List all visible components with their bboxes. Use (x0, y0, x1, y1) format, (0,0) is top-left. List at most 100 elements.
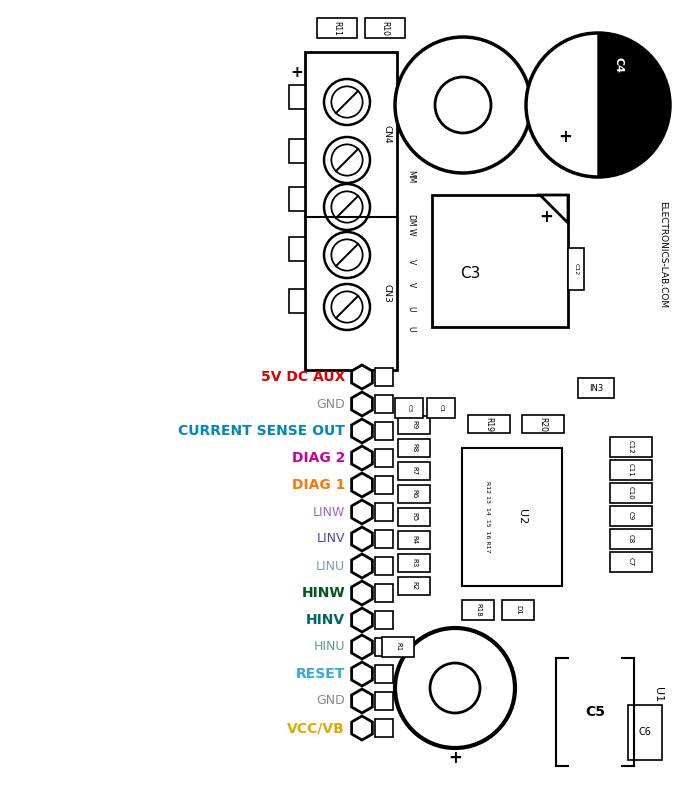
Text: VC: VC (377, 724, 383, 733)
Text: C3: C3 (460, 266, 480, 281)
Text: C8: C8 (628, 534, 634, 544)
Bar (289, 237, 305, 261)
Bar (375, 665, 393, 683)
Polygon shape (352, 527, 372, 551)
Bar (375, 503, 393, 521)
Text: C7: C7 (628, 557, 634, 567)
Polygon shape (352, 581, 372, 605)
Text: VCC/VB: VCC/VB (287, 721, 345, 735)
Polygon shape (352, 392, 372, 416)
Text: C1: C1 (438, 404, 444, 412)
Bar (375, 422, 393, 440)
Bar (502, 600, 534, 620)
Bar (398, 439, 430, 457)
Text: LINU: LINU (316, 559, 345, 573)
Wedge shape (598, 33, 670, 177)
Text: GD: GD (377, 696, 383, 706)
Text: D1: D1 (377, 481, 383, 490)
Text: R8: R8 (411, 443, 417, 453)
Text: 5V: 5V (377, 372, 383, 382)
Circle shape (395, 37, 531, 173)
Bar (427, 398, 455, 418)
Bar (522, 415, 564, 433)
Circle shape (324, 137, 370, 183)
Text: W: W (407, 228, 416, 236)
Text: U: U (407, 306, 416, 312)
Bar (462, 448, 562, 586)
Polygon shape (352, 554, 372, 578)
Bar (375, 368, 393, 386)
Text: C6: C6 (638, 727, 651, 737)
Polygon shape (352, 716, 372, 740)
Text: ELECTRONICS-LAB.COM: ELECTRONICS-LAB.COM (659, 201, 668, 308)
Text: MM: MM (407, 170, 416, 184)
Text: R20: R20 (539, 417, 548, 432)
Bar (375, 584, 393, 602)
Bar (382, 637, 414, 657)
Text: R3: R3 (411, 559, 417, 567)
Bar (568, 248, 584, 290)
Text: R4: R4 (411, 536, 417, 544)
Bar (317, 18, 357, 38)
Text: 5V DC AUX: 5V DC AUX (260, 370, 345, 384)
Text: HINU: HINU (313, 641, 345, 653)
Text: R5: R5 (411, 512, 417, 522)
Text: R19: R19 (484, 417, 493, 432)
Text: D1: D1 (515, 605, 521, 615)
Text: R12 13  14  15  16 R17: R12 13 14 15 16 R17 (484, 481, 490, 553)
Bar (610, 483, 652, 503)
Text: HINV: HINV (306, 613, 345, 627)
Polygon shape (352, 446, 372, 470)
Bar (365, 18, 405, 38)
Bar (289, 289, 305, 313)
Text: DIAG 2: DIAG 2 (291, 451, 345, 465)
Bar (375, 530, 393, 548)
Text: R11: R11 (333, 21, 341, 36)
Bar (610, 437, 652, 457)
Text: LM: LM (377, 507, 383, 517)
Text: HM: HM (377, 587, 383, 599)
Text: +: + (558, 128, 572, 146)
Polygon shape (352, 662, 372, 686)
Circle shape (324, 284, 370, 330)
Bar (432, 195, 568, 327)
Text: DIAG 1: DIAG 1 (291, 478, 345, 492)
Text: R1: R1 (395, 642, 401, 652)
Bar (305, 52, 397, 370)
Text: VM: VM (407, 86, 416, 98)
Bar (375, 719, 393, 737)
Text: +: + (291, 65, 304, 80)
Text: R7: R7 (411, 466, 417, 476)
Text: R10: R10 (381, 21, 390, 36)
Bar (398, 577, 430, 595)
Text: HV: HV (377, 615, 383, 625)
Text: V: V (407, 260, 416, 264)
Text: U1: U1 (653, 687, 663, 702)
Text: C10: C10 (628, 486, 634, 500)
Bar (375, 476, 393, 494)
Text: R2: R2 (411, 581, 417, 590)
Text: CN3: CN3 (383, 283, 392, 302)
Text: CS: CS (377, 426, 383, 436)
Bar (375, 692, 393, 710)
Bar (289, 187, 305, 211)
Text: +: + (539, 208, 553, 226)
Text: C5: C5 (585, 705, 605, 719)
Bar (610, 460, 652, 480)
Text: GND: GND (407, 131, 416, 149)
Circle shape (324, 232, 370, 278)
Text: C4: C4 (613, 57, 623, 73)
Text: GND: GND (316, 694, 345, 708)
Polygon shape (352, 500, 372, 524)
Text: IN3: IN3 (589, 383, 603, 392)
Text: U: U (407, 326, 416, 331)
Text: D2: D2 (377, 453, 383, 463)
Text: R18: R18 (475, 603, 481, 617)
Circle shape (430, 663, 480, 713)
Text: C11: C11 (628, 463, 634, 477)
Polygon shape (352, 689, 372, 713)
Bar (398, 462, 430, 480)
Bar (628, 705, 662, 760)
Bar (610, 552, 652, 572)
Bar (398, 531, 430, 549)
